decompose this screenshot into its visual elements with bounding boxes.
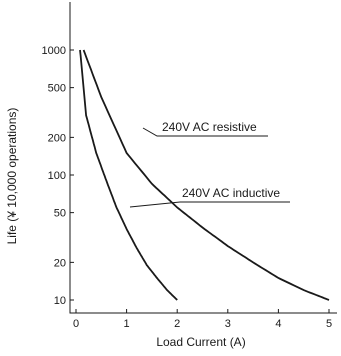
leader-line (142, 127, 268, 137)
x-tick-label: 1 (124, 318, 130, 330)
annotation-resistive: 240V AC resistive (162, 120, 257, 134)
x-tick-label: 4 (275, 318, 281, 330)
curve-resistive (82, 49, 330, 301)
y-tick-label: 20 (54, 257, 66, 269)
x-tick-label: 5 (326, 318, 332, 330)
y-tick-label: 500 (48, 83, 66, 95)
y-axis-title: Life (¥ 10,000 operations) (5, 108, 19, 245)
x-tick-label: 2 (174, 318, 180, 330)
x-tick-label: 0 (73, 318, 79, 330)
y-tick-label: 1000 (42, 45, 66, 57)
x-axis-ticks: 0 1 2 3 4 5 (73, 309, 332, 330)
annotation-inductive: 240V AC inductive (182, 186, 280, 200)
y-tick-label: 10 (54, 295, 66, 307)
x-axis-title: Load Current (A) (156, 335, 245, 349)
y-tick-label: 50 (54, 208, 66, 220)
curve-annotations: 240V AC resistive 240V AC inductive (129, 120, 290, 208)
axis-frame (69, 2, 337, 314)
series-curves (79, 49, 330, 301)
y-tick-label: 200 (48, 132, 66, 144)
y-tick-label: 100 (48, 170, 66, 182)
y-axis-ticks: 10 20 50 100 200 500 1000 (42, 45, 74, 307)
leader-line (129, 201, 290, 208)
plot-area (69, 2, 337, 314)
x-tick-label: 3 (225, 318, 231, 330)
curve-inductive (79, 49, 178, 301)
